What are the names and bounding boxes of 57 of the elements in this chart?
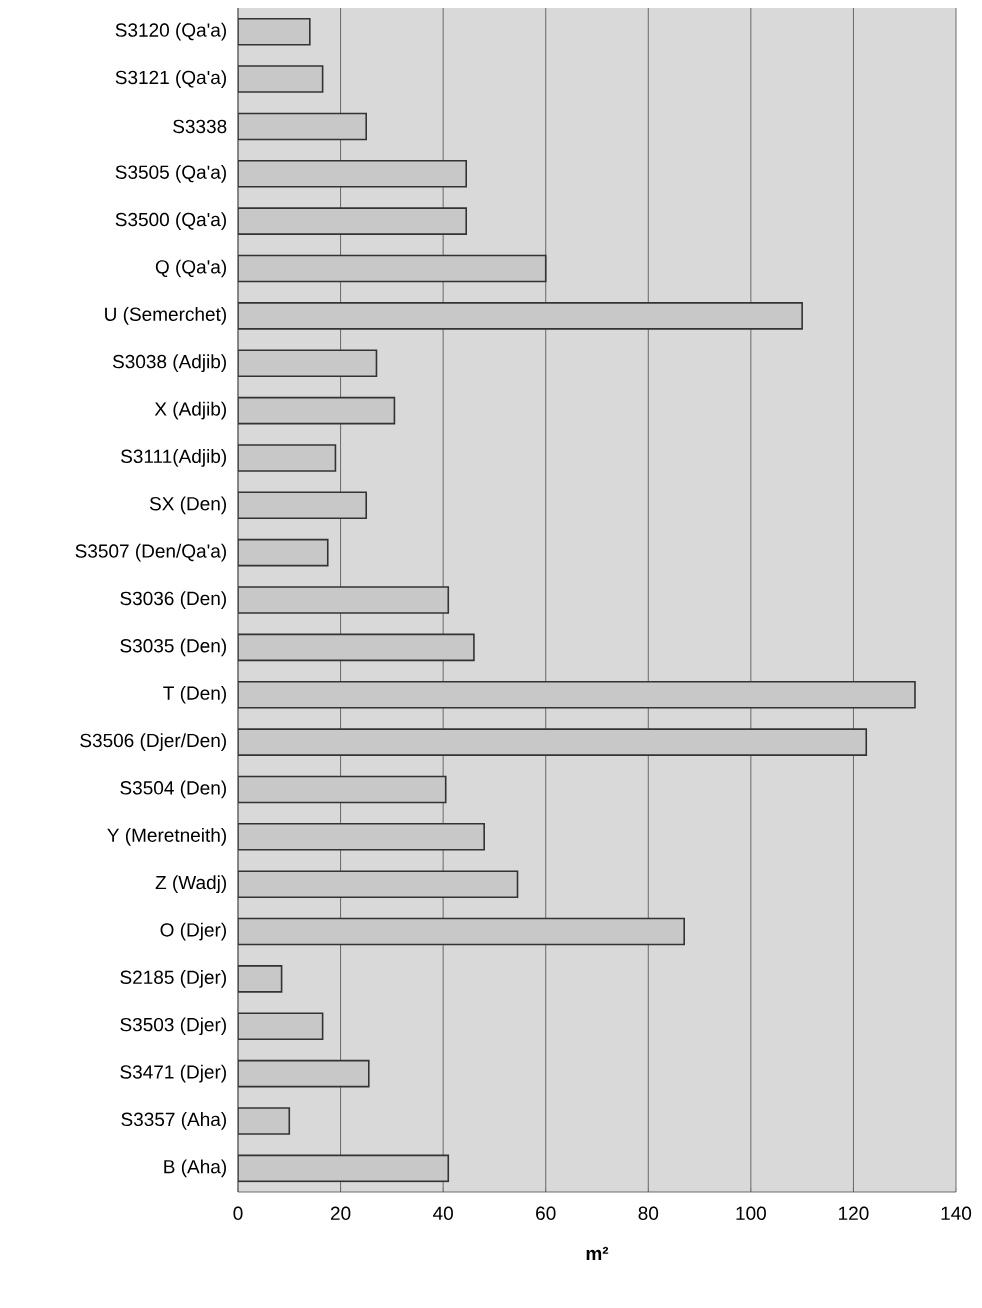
- y-tick-label: X (Adjib): [154, 401, 226, 420]
- bar: [238, 349, 378, 378]
- bar: [238, 207, 468, 235]
- bar: [238, 159, 468, 188]
- y-tick-label: Q (Qa'a): [155, 259, 226, 278]
- y-tick-label: Z (Wadj): [155, 875, 227, 894]
- y-tick-label: O (Djer): [160, 922, 226, 941]
- bar: [238, 633, 475, 662]
- y-tick-label: SX (Den): [149, 496, 226, 515]
- y-tick-label: S3504 (Den): [120, 780, 226, 799]
- y-tick-label: S3338: [173, 119, 227, 134]
- x-tick-label: 80: [638, 1206, 659, 1220]
- bar: [238, 728, 868, 756]
- y-tick-label: S3500 (Qa'a): [115, 212, 226, 230]
- y-tick-label: U (Semerchet): [105, 307, 226, 325]
- bar: [238, 444, 337, 472]
- y-tick-label: S3121 (Qa'a): [115, 70, 226, 88]
- bar: [238, 823, 485, 851]
- y-tick-label: S2185 (Djer): [120, 970, 226, 988]
- y-tick-label: S3120 (Qa'a): [115, 22, 226, 41]
- y-tick-label: S3111(Adjib): [121, 449, 226, 467]
- y-tick-label: S3036 (Den): [120, 591, 226, 609]
- y-tick-label: S3506 (Djer/Den): [80, 733, 226, 751]
- bar: [238, 775, 447, 804]
- x-tick-label: 0: [233, 1206, 243, 1220]
- bar: [238, 396, 396, 425]
- y-tick-label: S3503 (Djer): [120, 1017, 226, 1036]
- bar: [238, 302, 803, 330]
- x-tick-label: 100: [736, 1206, 766, 1220]
- x-tick-label: 40: [433, 1206, 453, 1220]
- bar: [238, 1012, 324, 1041]
- y-tick-label: B (Aha): [164, 1159, 226, 1178]
- x-tick-label: 120: [839, 1206, 869, 1220]
- bar: [238, 870, 519, 898]
- x-tick-label: 20: [330, 1206, 351, 1220]
- bar: [238, 680, 916, 709]
- y-tick-label: S3357 (Aha): [121, 1112, 226, 1130]
- x-tick-label: 140: [941, 1206, 972, 1220]
- y-tick-label: S3507 (Den/Qa'a): [75, 543, 226, 562]
- bar: [238, 538, 329, 567]
- bar: [238, 65, 324, 93]
- y-tick-label: S3471 (Djer): [120, 1064, 226, 1083]
- bar: [238, 917, 685, 946]
- x-tick-label: 60: [536, 1206, 556, 1220]
- bar: [238, 1059, 370, 1088]
- bar: [238, 491, 368, 520]
- bar: [238, 1154, 450, 1183]
- bar: [238, 112, 368, 141]
- x-axis-title: m²: [586, 1246, 609, 1261]
- y-tick-label: S3035 (Den): [120, 638, 226, 657]
- bar: [238, 17, 311, 46]
- y-tick-label: Y (Meretneith): [107, 827, 226, 846]
- bar: [238, 586, 450, 614]
- y-tick-label: S3038 (Adjib): [112, 354, 226, 373]
- y-tick-label: T (Den): [163, 685, 226, 704]
- bar: [238, 254, 547, 283]
- y-tick-label: S3505 (Qa'a): [115, 164, 226, 183]
